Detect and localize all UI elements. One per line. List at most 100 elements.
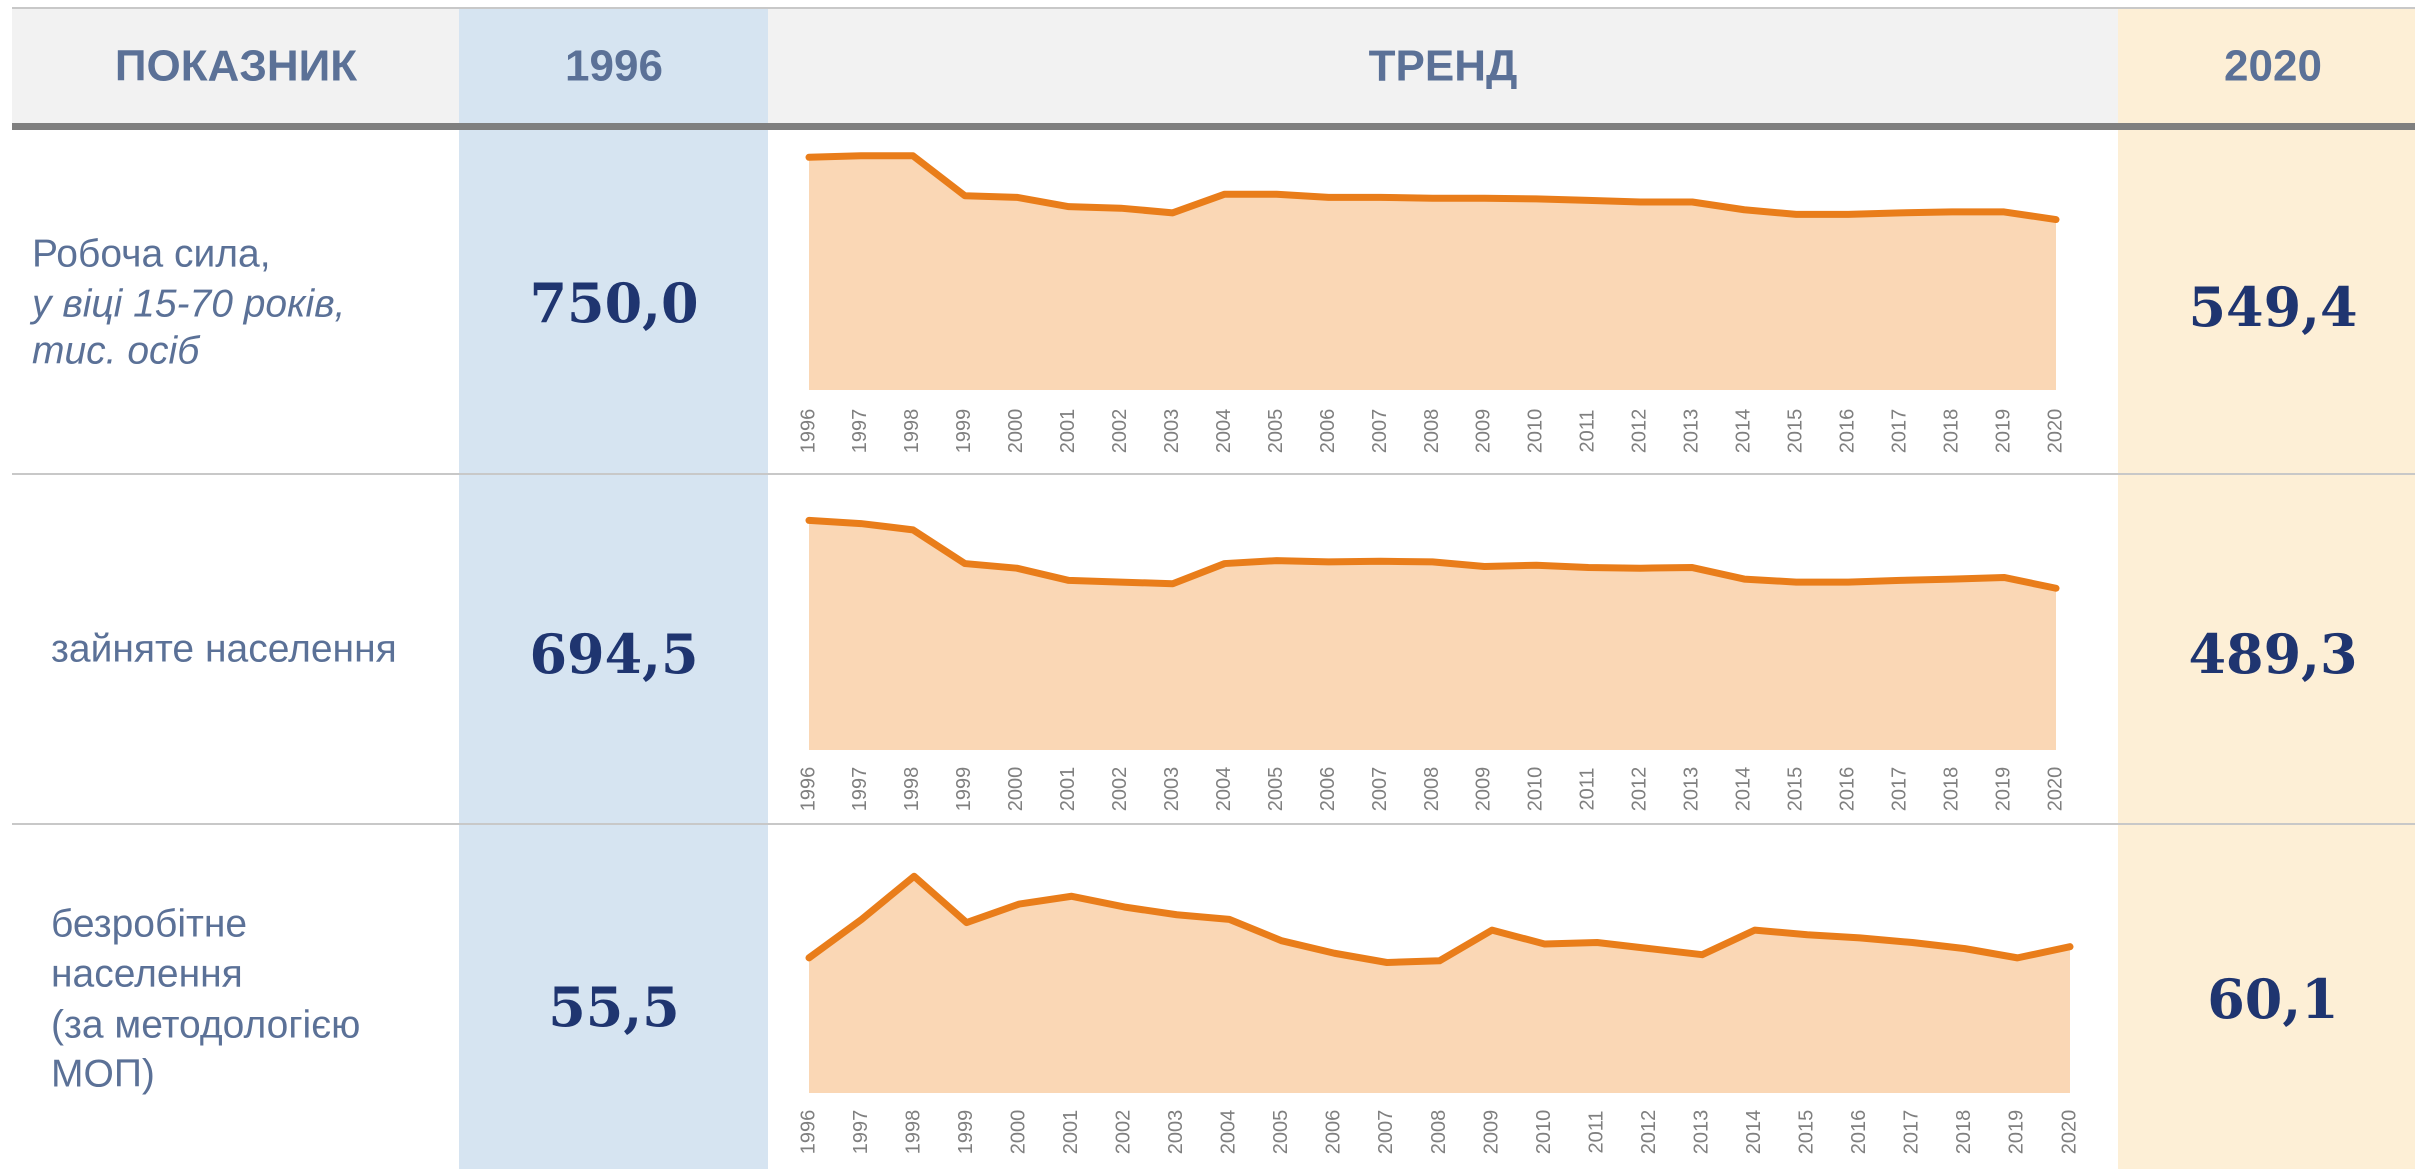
- x-tick-label: 2009: [1473, 409, 1495, 454]
- x-tick-label: 2017: [1901, 1110, 1923, 1155]
- x-tick-label: 1996: [797, 1110, 819, 1155]
- row-label: у віці 15-70 років,: [29, 282, 345, 325]
- end-value: 60,1: [2207, 967, 2339, 1031]
- x-tick-label: 2005: [1265, 767, 1287, 812]
- x-tick-label: 2012: [1629, 767, 1651, 812]
- column-1996-bg: [459, 8, 768, 1169]
- x-tick-label: 2014: [1733, 409, 1755, 454]
- x-tick-label: 2014: [1743, 1110, 1765, 1155]
- start-value: 55,5: [548, 975, 680, 1039]
- x-tick-label: 1998: [901, 409, 923, 454]
- x-tick-label: 2013: [1681, 409, 1703, 454]
- x-tick-label: 2001: [1057, 409, 1079, 454]
- x-tick-label: 2010: [1525, 409, 1547, 454]
- x-tick-label: 2007: [1369, 409, 1391, 454]
- x-tick-label: 2016: [1836, 767, 1858, 812]
- x-tick-label: 1998: [902, 1110, 924, 1155]
- x-tick-label: 1996: [797, 767, 819, 812]
- x-tick-label: 2001: [1057, 767, 1079, 812]
- row-label: безробітне: [51, 902, 247, 945]
- x-tick-label: 2013: [1681, 767, 1703, 812]
- row-label: Робоча сила,: [32, 232, 271, 275]
- x-tick-label: 2015: [1784, 767, 1806, 812]
- x-tick-label: 2019: [1992, 409, 2014, 454]
- row-label: тис. осіб: [32, 329, 201, 372]
- row-label: населення: [51, 952, 243, 995]
- x-tick-label: 2018: [1940, 767, 1962, 812]
- x-tick-label: 2019: [2006, 1110, 2028, 1155]
- x-tick-label: 2010: [1525, 767, 1547, 812]
- x-tick-label: 1999: [953, 409, 975, 454]
- end-value: 489,3: [2188, 622, 2357, 686]
- x-tick-label: 2020: [2044, 767, 2066, 812]
- x-tick-label: 2020: [2058, 1110, 2080, 1155]
- x-tick-label: 2006: [1323, 1110, 1345, 1155]
- x-tick-label: 2003: [1165, 1110, 1187, 1155]
- x-tick-label: 2006: [1317, 409, 1339, 454]
- row-label: зайняте населення: [51, 627, 397, 670]
- column-2020-bg: [2118, 8, 2415, 1169]
- x-tick-label: 2003: [1161, 767, 1183, 812]
- x-tick-label: 2015: [1784, 409, 1806, 454]
- x-tick-label: 2000: [1005, 767, 1027, 812]
- x-tick-label: 2005: [1270, 1110, 1292, 1155]
- x-tick-label: 2011: [1585, 1110, 1607, 1153]
- x-tick-label: 2011: [1577, 767, 1599, 810]
- header-bg: [12, 8, 459, 123]
- x-tick-label: 2000: [1007, 1110, 1029, 1155]
- x-tick-label: 2004: [1213, 767, 1235, 812]
- x-tick-label: 2006: [1317, 767, 1339, 812]
- x-tick-label: 2000: [1005, 409, 1027, 454]
- x-tick-label: 1997: [849, 767, 871, 812]
- header-cell: ТРЕНД: [1369, 42, 1518, 91]
- x-tick-label: 2017: [1888, 767, 1910, 812]
- area: [809, 520, 2056, 750]
- start-value: 694,5: [529, 622, 698, 686]
- header-cell: 2020: [2224, 42, 2322, 91]
- x-tick-label: 2015: [1796, 1110, 1818, 1155]
- x-tick-label: 2009: [1480, 1110, 1502, 1155]
- x-tick-label: 2010: [1533, 1110, 1555, 1155]
- x-tick-label: 2017: [1888, 409, 1910, 454]
- area: [809, 155, 2056, 390]
- trend-line: [805, 872, 2074, 966]
- x-tick-label: 2012: [1629, 409, 1651, 454]
- x-tick-label: 2013: [1690, 1110, 1712, 1155]
- x-tick-label: 2007: [1369, 767, 1391, 812]
- x-tick-label: 1998: [901, 767, 923, 812]
- x-tick-label: 2007: [1375, 1110, 1397, 1155]
- header-bg: [768, 8, 2118, 123]
- x-tick-label: 2002: [1113, 1110, 1135, 1155]
- x-tick-label: 2011: [1577, 409, 1599, 452]
- x-tick-label: 2016: [1836, 409, 1858, 454]
- x-tick-label: 2004: [1218, 1110, 1240, 1155]
- x-tick-label: 2002: [1109, 767, 1131, 812]
- row-label: МОП): [51, 1052, 155, 1095]
- x-tick-label: 1996: [797, 409, 819, 454]
- x-tick-label: 2008: [1428, 1110, 1450, 1155]
- end-value: 549,4: [2188, 275, 2357, 339]
- x-tick-label: 2009: [1473, 767, 1495, 812]
- x-tick-label: 2018: [1940, 409, 1962, 454]
- trend-line: [805, 152, 2060, 224]
- x-tick-label: 2008: [1421, 767, 1443, 812]
- row-label: (за методологією: [51, 1003, 360, 1046]
- x-tick-label: 2001: [1060, 1110, 1082, 1155]
- x-tick-label: 1997: [850, 1110, 872, 1155]
- header-border: [12, 123, 2415, 130]
- x-tick-label: 2002: [1109, 409, 1131, 454]
- start-value: 750,0: [529, 271, 698, 335]
- x-tick-label: 2004: [1213, 409, 1235, 454]
- x-tick-label: 2016: [1848, 1110, 1870, 1155]
- x-tick-label: 1997: [849, 409, 871, 454]
- x-tick-label: 1999: [953, 767, 975, 812]
- x-tick-label: 2008: [1421, 409, 1443, 454]
- x-tick-label: 2014: [1733, 767, 1755, 812]
- header-cell: 1996: [565, 42, 663, 91]
- x-tick-label: 2003: [1161, 409, 1183, 454]
- x-tick-label: 2020: [2044, 409, 2066, 454]
- x-tick-label: 2018: [1953, 1110, 1975, 1155]
- x-tick-label: 2019: [1992, 767, 2014, 812]
